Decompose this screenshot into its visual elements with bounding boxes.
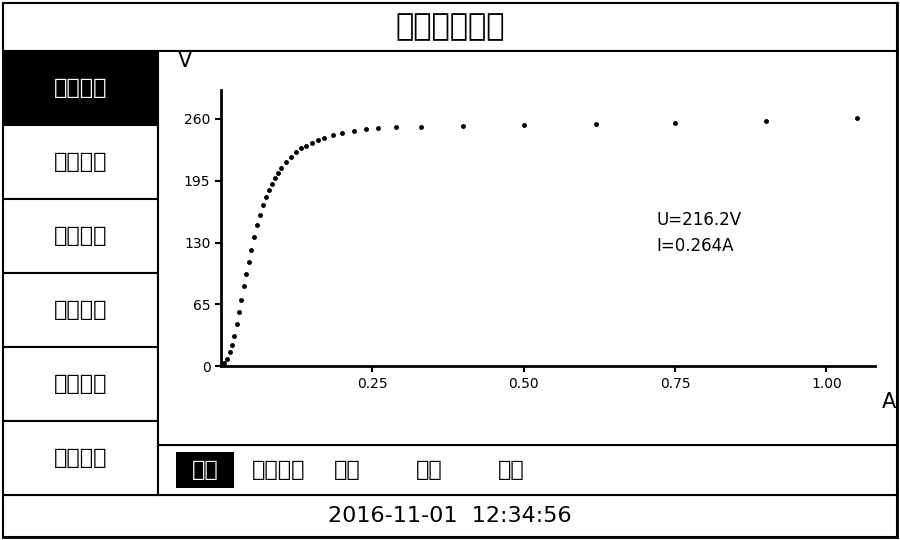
Text: 2016-11-01  12:34:56: 2016-11-01 12:34:56 (328, 506, 572, 526)
Text: 系统设置: 系统设置 (54, 448, 107, 468)
Bar (3, 421, 158, 495)
Text: 交流耐压: 交流耐压 (54, 300, 107, 320)
Text: V: V (177, 51, 192, 71)
Text: U=216.2V
I=0.264A: U=216.2V I=0.264A (657, 211, 742, 255)
Text: 互感器测试仪: 互感器测试仪 (395, 12, 505, 42)
Bar (158, 51, 897, 445)
Text: 一次通流: 一次通流 (54, 226, 107, 246)
Bar (3, 199, 158, 273)
Text: 务磁特性: 务磁特性 (54, 78, 107, 98)
Bar (3, 3, 897, 51)
Bar (3, 347, 158, 421)
Text: 变比极性: 变比极性 (54, 152, 107, 172)
Text: 保存: 保存 (416, 460, 443, 480)
Text: 数据查询: 数据查询 (54, 374, 107, 394)
Text: A: A (881, 392, 896, 412)
Text: 返回: 返回 (498, 460, 525, 480)
Text: 误差曲线: 误差曲线 (252, 460, 305, 480)
Bar (158, 445, 897, 495)
Text: 打印: 打印 (192, 460, 219, 480)
Bar (3, 273, 158, 347)
Bar (3, 125, 158, 199)
Bar (3, 495, 897, 537)
Bar (176, 452, 234, 488)
Text: 数据: 数据 (334, 460, 361, 480)
Bar (3, 51, 158, 125)
